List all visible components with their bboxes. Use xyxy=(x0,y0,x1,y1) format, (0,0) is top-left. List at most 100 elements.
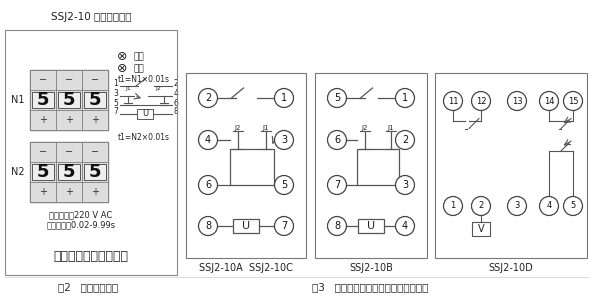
Text: V: V xyxy=(478,224,484,234)
Text: +: + xyxy=(65,187,73,197)
Bar xyxy=(32,92,54,108)
Text: 5: 5 xyxy=(570,202,576,210)
Text: 延时范围：0.02-9.99s: 延时范围：0.02-9.99s xyxy=(46,221,116,229)
Text: 1: 1 xyxy=(450,202,456,210)
Bar xyxy=(472,221,490,235)
Text: +: + xyxy=(91,115,99,125)
Text: 14: 14 xyxy=(544,96,554,106)
Bar xyxy=(137,109,153,119)
Bar xyxy=(84,92,106,108)
Bar xyxy=(82,90,108,110)
Text: 5: 5 xyxy=(63,91,75,109)
Circle shape xyxy=(198,88,217,107)
Text: 4: 4 xyxy=(174,89,179,99)
Text: 3: 3 xyxy=(514,202,520,210)
Text: 8: 8 xyxy=(205,221,211,231)
Text: J2: J2 xyxy=(155,86,161,91)
Bar xyxy=(186,73,306,258)
Text: 13: 13 xyxy=(511,96,522,106)
Text: 5: 5 xyxy=(113,99,118,107)
Bar xyxy=(233,219,259,233)
Bar xyxy=(58,163,80,180)
Circle shape xyxy=(274,175,293,195)
Text: N2: N2 xyxy=(11,167,25,177)
Bar xyxy=(30,142,108,202)
Text: 4: 4 xyxy=(402,221,408,231)
Text: 5: 5 xyxy=(63,163,75,181)
Text: ⊗: ⊗ xyxy=(117,51,127,63)
Text: 2: 2 xyxy=(205,93,211,103)
Bar xyxy=(30,182,56,202)
Bar xyxy=(315,73,427,258)
Bar xyxy=(82,162,108,182)
Circle shape xyxy=(564,196,583,216)
Circle shape xyxy=(396,131,415,149)
Circle shape xyxy=(198,131,217,149)
Text: 图2   继电器面板图: 图2 继电器面板图 xyxy=(58,282,118,292)
Bar xyxy=(30,142,56,162)
Circle shape xyxy=(444,196,463,216)
Text: 3: 3 xyxy=(113,89,118,99)
Text: 3: 3 xyxy=(281,135,287,145)
Text: 7: 7 xyxy=(113,107,118,117)
Text: 7: 7 xyxy=(334,180,340,190)
Circle shape xyxy=(274,217,293,235)
Text: 8: 8 xyxy=(174,107,179,117)
Text: J2: J2 xyxy=(235,125,241,131)
Text: +: + xyxy=(65,115,73,125)
Text: 2: 2 xyxy=(174,80,179,88)
Circle shape xyxy=(564,92,583,110)
Bar xyxy=(82,110,108,130)
Bar xyxy=(435,73,587,258)
Circle shape xyxy=(472,196,491,216)
Text: −: − xyxy=(39,147,47,157)
Text: 4: 4 xyxy=(205,135,211,145)
Circle shape xyxy=(198,217,217,235)
Text: 电源: 电源 xyxy=(134,52,145,62)
Text: 6: 6 xyxy=(334,135,340,145)
Text: SSJ2-10D: SSJ2-10D xyxy=(489,263,533,273)
Text: U: U xyxy=(367,221,375,231)
Text: N1: N1 xyxy=(11,95,25,105)
Text: +: + xyxy=(39,187,47,197)
Text: −: − xyxy=(65,75,73,85)
Bar xyxy=(30,70,108,130)
Text: SSJ2-10B: SSJ2-10B xyxy=(349,263,393,273)
Text: 5: 5 xyxy=(281,180,287,190)
Text: 1: 1 xyxy=(113,80,118,88)
Text: 1: 1 xyxy=(281,93,287,103)
Text: 12: 12 xyxy=(476,96,486,106)
Text: 额定电压：220 V AC: 额定电压：220 V AC xyxy=(49,210,113,220)
Bar xyxy=(230,149,274,185)
Text: 5: 5 xyxy=(89,91,101,109)
Text: J1: J1 xyxy=(388,125,394,131)
Text: 2: 2 xyxy=(402,135,408,145)
Text: 8: 8 xyxy=(334,221,340,231)
Bar xyxy=(5,30,177,275)
Text: 图3   继电器内部及端子接线图（背视）: 图3 继电器内部及端子接线图（背视） xyxy=(312,282,428,292)
Circle shape xyxy=(539,196,558,216)
Text: 1: 1 xyxy=(402,93,408,103)
Text: 3: 3 xyxy=(402,180,408,190)
Text: U: U xyxy=(142,109,148,119)
Circle shape xyxy=(396,175,415,195)
Text: 11: 11 xyxy=(448,96,458,106)
Text: 动作: 动作 xyxy=(134,64,145,74)
Bar xyxy=(56,142,82,162)
Circle shape xyxy=(444,92,463,110)
Bar xyxy=(84,163,106,180)
Bar xyxy=(56,110,82,130)
Text: t1=N2×0.01s: t1=N2×0.01s xyxy=(118,132,170,142)
Circle shape xyxy=(507,92,526,110)
Text: 上海上继科技有限公司: 上海上继科技有限公司 xyxy=(53,250,128,264)
Circle shape xyxy=(396,217,415,235)
Circle shape xyxy=(327,217,346,235)
Text: 5: 5 xyxy=(37,91,49,109)
Bar xyxy=(58,92,80,108)
Bar xyxy=(357,149,399,185)
Text: +: + xyxy=(39,115,47,125)
Bar xyxy=(82,70,108,90)
Bar xyxy=(30,110,56,130)
Text: +: + xyxy=(91,187,99,197)
Circle shape xyxy=(198,175,217,195)
